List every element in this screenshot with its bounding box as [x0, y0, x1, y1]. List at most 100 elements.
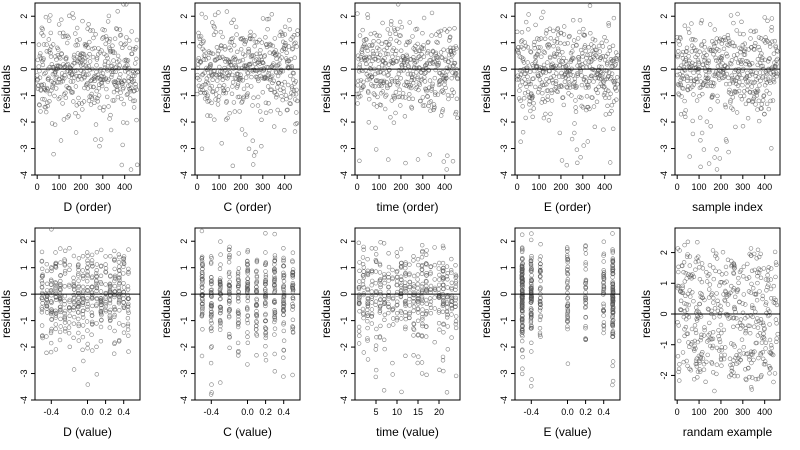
data-point	[246, 48, 252, 54]
data-point	[399, 25, 404, 30]
data-point	[533, 58, 538, 64]
data-point	[282, 24, 288, 29]
data-point	[108, 112, 113, 118]
data-point	[609, 108, 614, 114]
data-point	[364, 57, 369, 62]
data-point	[372, 84, 378, 89]
data-point	[53, 69, 58, 75]
data-point	[365, 338, 370, 343]
data-point	[208, 360, 214, 366]
data-point	[702, 327, 707, 333]
data-point	[363, 68, 368, 73]
y-axis-label: residuals	[319, 65, 333, 113]
data-point	[44, 262, 49, 267]
data-point	[364, 37, 369, 42]
data-point	[90, 54, 96, 60]
data-point	[226, 260, 232, 265]
data-point	[85, 54, 90, 59]
data-point	[373, 246, 378, 251]
data-point	[360, 282, 366, 287]
data-point	[288, 95, 293, 100]
data-point	[711, 300, 716, 305]
data-point	[424, 248, 429, 253]
data-point	[549, 98, 555, 103]
data-point	[80, 107, 85, 112]
data-point	[70, 11, 75, 16]
data-point	[564, 163, 569, 168]
data-point	[713, 251, 719, 256]
data-point	[126, 247, 131, 252]
data-point	[203, 15, 208, 20]
data-point	[218, 262, 223, 267]
data-point	[518, 83, 523, 88]
data-point	[676, 269, 681, 275]
data-point	[771, 51, 777, 56]
data-point	[729, 73, 734, 78]
data-point	[115, 94, 121, 100]
data-point	[407, 20, 412, 25]
data-point	[361, 269, 366, 274]
data-point	[691, 70, 696, 75]
data-point	[411, 308, 416, 314]
data-point	[445, 347, 450, 352]
data-point	[529, 349, 534, 354]
data-point	[86, 22, 91, 27]
data-point	[525, 74, 530, 79]
data-point	[219, 141, 224, 146]
x-tick-label: 15	[413, 407, 423, 417]
data-point	[106, 77, 111, 82]
data-point	[133, 85, 139, 90]
data-point	[292, 32, 297, 38]
data-point	[106, 13, 112, 19]
data-point	[391, 46, 396, 51]
data-point	[357, 279, 362, 284]
x-axis-label: sample index	[692, 200, 763, 214]
data-point	[706, 287, 712, 292]
data-point	[715, 99, 720, 104]
data-point	[717, 283, 722, 288]
data-point	[424, 301, 429, 306]
data-point	[234, 32, 239, 37]
data-point	[111, 89, 117, 95]
data-point	[581, 143, 586, 148]
data-point	[407, 92, 412, 97]
data-point	[741, 292, 746, 297]
data-point	[565, 277, 570, 282]
data-point	[200, 72, 205, 78]
data-point	[111, 69, 116, 75]
data-point	[559, 158, 565, 163]
data-point	[449, 335, 454, 340]
data-point	[197, 36, 203, 42]
data-point	[131, 105, 137, 110]
y-tick-label: -4	[659, 171, 669, 179]
data-point	[764, 101, 770, 107]
data-point	[529, 340, 534, 345]
data-point	[263, 269, 268, 274]
data-point	[107, 116, 112, 121]
y-tick-label: -1	[179, 92, 189, 100]
x-tick-label: 0.2	[579, 407, 592, 417]
data-point	[548, 36, 553, 41]
data-point	[356, 341, 362, 346]
data-point	[39, 249, 45, 255]
data-point	[99, 83, 105, 89]
data-point	[591, 104, 597, 109]
data-point	[603, 112, 608, 117]
y-tick-label: -1	[499, 92, 509, 100]
data-point	[387, 42, 392, 47]
data-point	[773, 317, 779, 322]
data-point	[386, 323, 392, 328]
data-point	[423, 70, 429, 75]
data-point	[134, 56, 139, 61]
data-point	[526, 12, 531, 17]
data-point	[262, 53, 267, 58]
y-tick-label: 0	[339, 67, 349, 72]
data-point	[245, 66, 251, 71]
data-point	[751, 324, 757, 329]
data-point	[581, 26, 586, 32]
data-point	[757, 331, 763, 336]
data-point	[231, 56, 236, 61]
data-point	[62, 326, 68, 331]
data-point	[419, 52, 424, 57]
